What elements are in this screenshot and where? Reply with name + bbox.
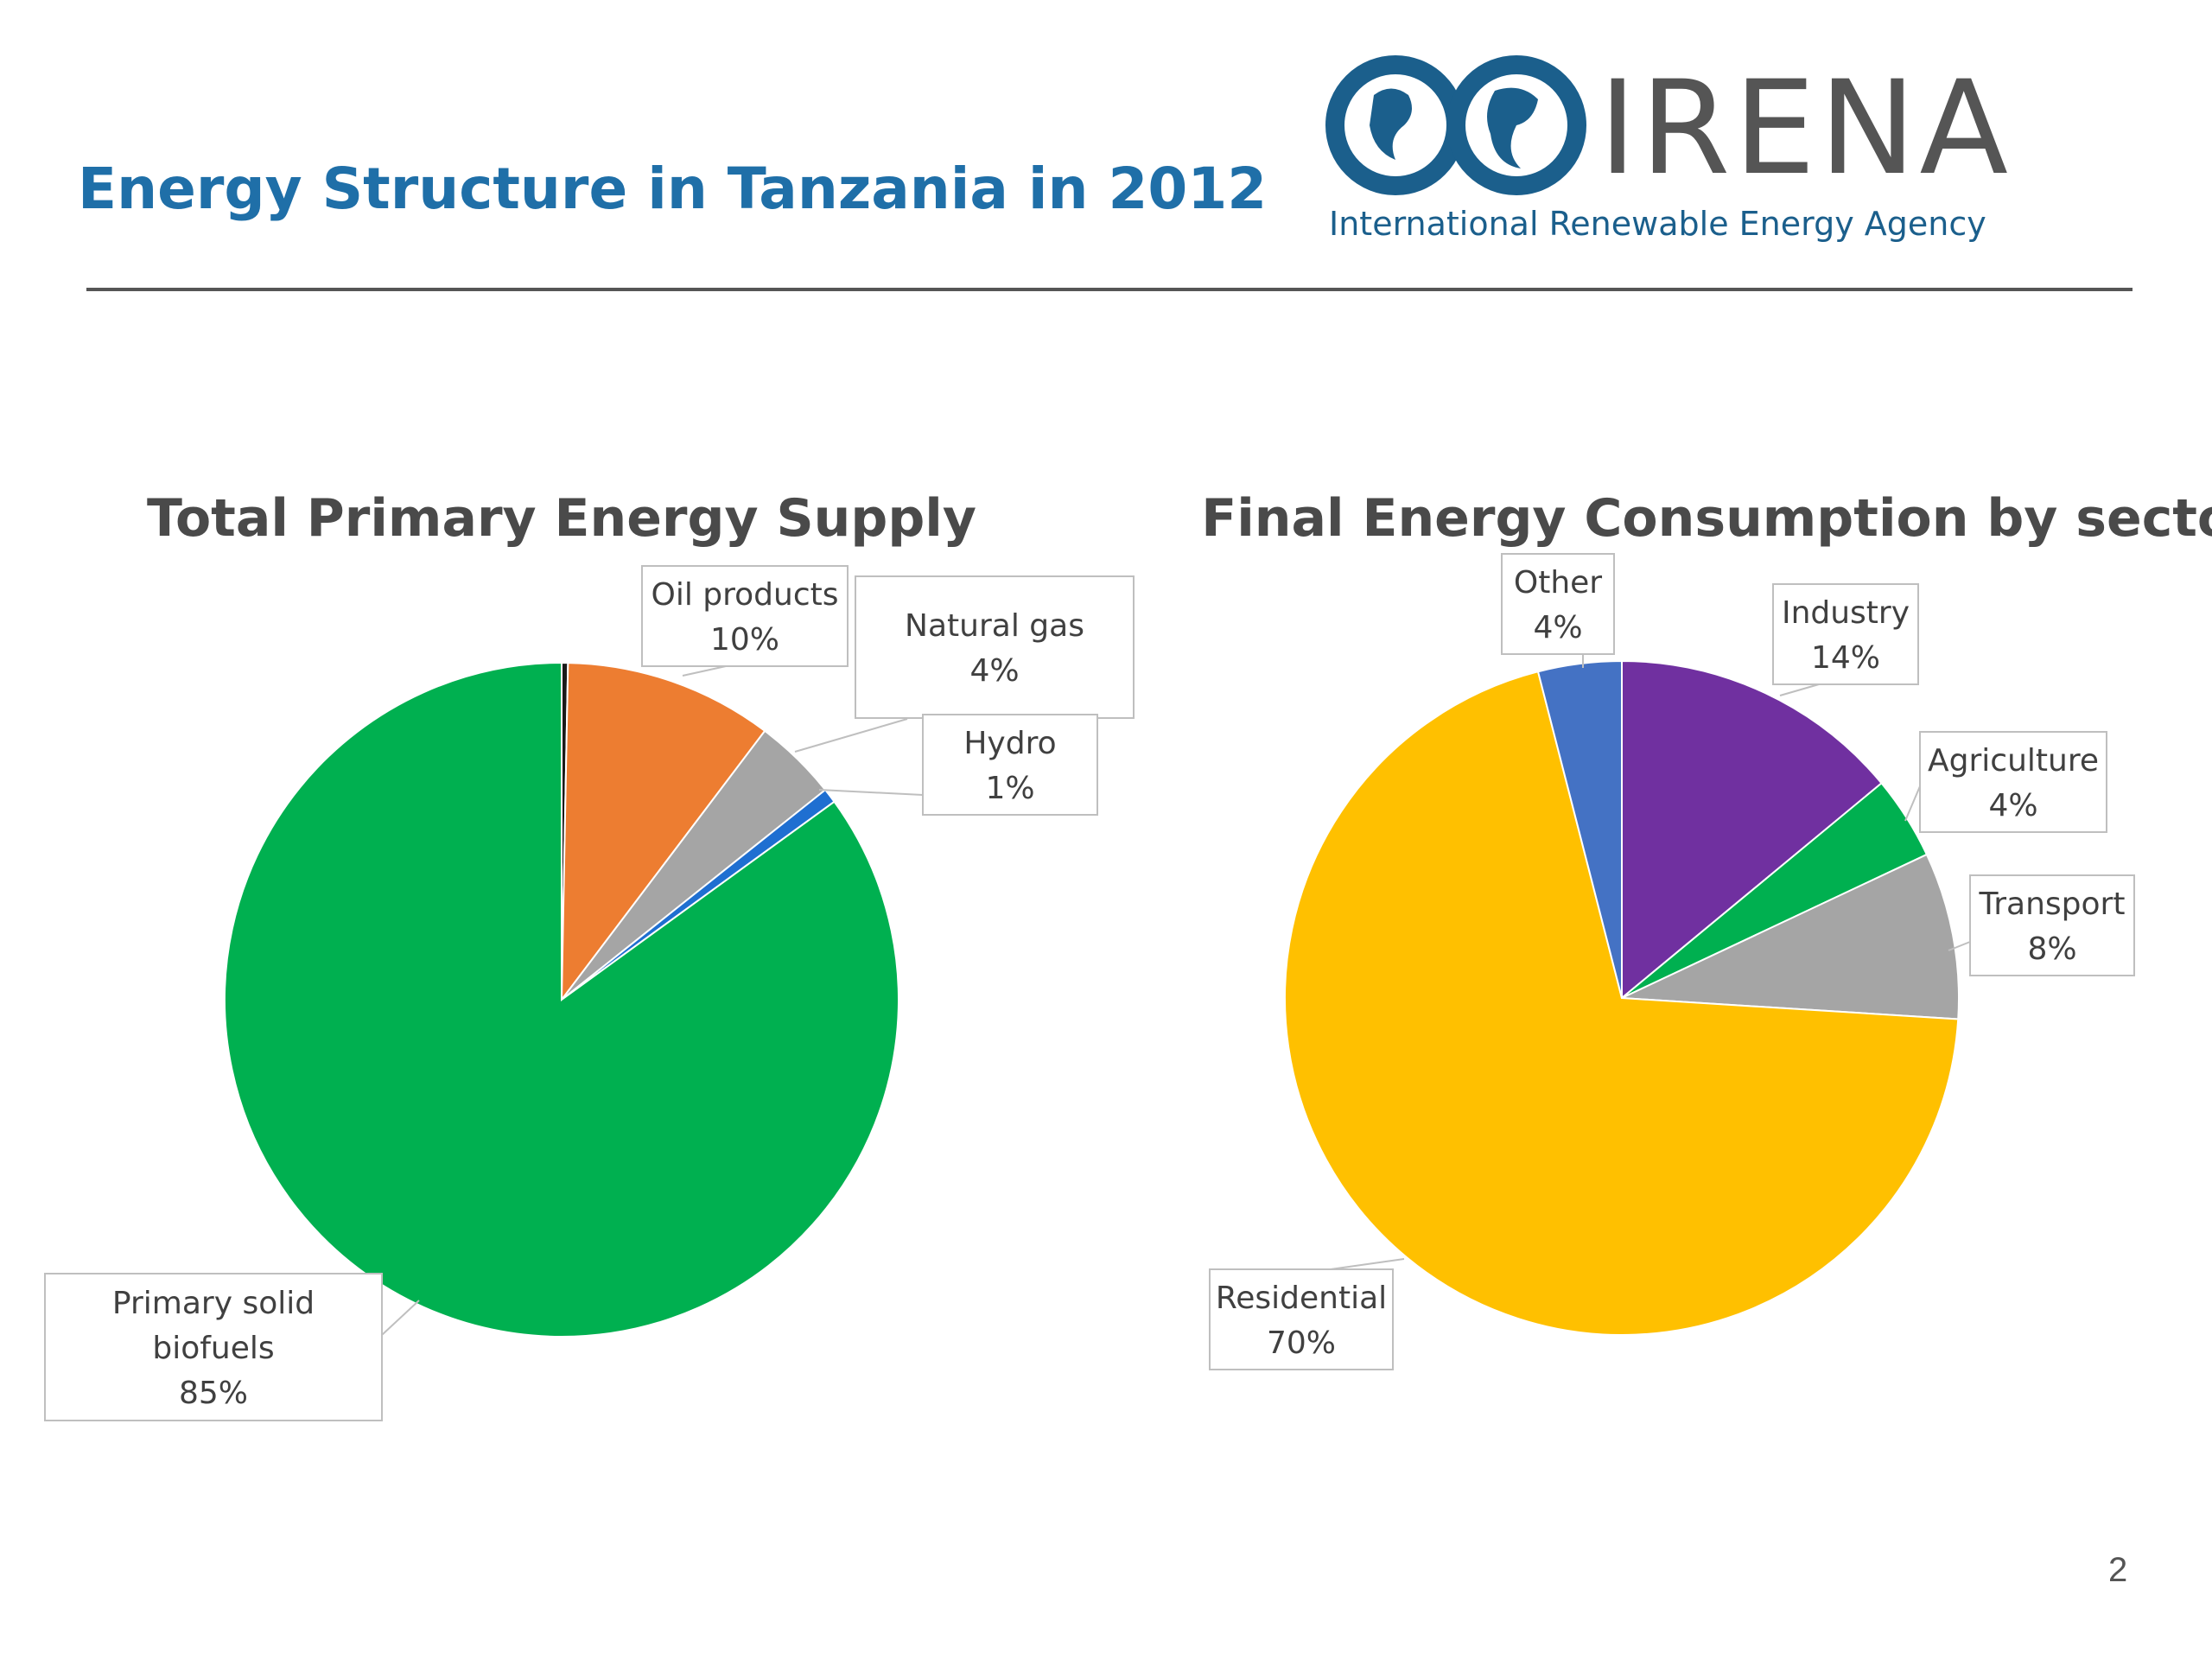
label-text-other: Other bbox=[1514, 565, 1602, 601]
pie-tpes bbox=[224, 661, 899, 1338]
label-text-hydro: 1% bbox=[985, 771, 1034, 806]
label-text-primary-solid-biofuels: 85% bbox=[179, 1376, 248, 1411]
slide-title: Energy Structure in Tanzania in 2012 bbox=[78, 156, 1268, 222]
leader-line-hydro bbox=[818, 789, 924, 796]
labels-tpes: Oil products 10% Natural gas 4% Hydro 1% Prima… bbox=[44, 565, 1135, 1421]
logo-wordmark: IRENA bbox=[1599, 54, 2012, 204]
data-label-hydro: Hydro 1% bbox=[818, 714, 1098, 816]
infinity-globe-icon bbox=[1325, 55, 1586, 195]
chart-title-fec: Final Energy Consumption by sector bbox=[1201, 488, 2212, 549]
label-text-transport: 8% bbox=[2027, 931, 2076, 967]
title-divider bbox=[86, 288, 2133, 291]
label-text-natural-gas: 4% bbox=[969, 653, 1019, 689]
label-text-primary-solid-biofuels: biofuels bbox=[152, 1331, 274, 1366]
leader-line-agriculture bbox=[1904, 785, 1921, 822]
leader-line-natural-gas bbox=[794, 718, 908, 753]
data-label-oil-products: Oil products 10% bbox=[641, 565, 849, 677]
pie-slice-oil-products bbox=[560, 662, 766, 1003]
irena-logo: IRENA International Renewable Energy Age… bbox=[1325, 54, 2012, 243]
pie-slice-primary-solid-biofuels bbox=[224, 661, 899, 1338]
pie-slice-residential bbox=[1284, 671, 1960, 1337]
data-label-industry: Industry 14% bbox=[1772, 583, 1919, 696]
label-text-other: 4% bbox=[1533, 610, 1582, 645]
logo-tagline: International Renewable Energy Agency bbox=[1329, 205, 1986, 243]
pie-slice-industry bbox=[1621, 659, 1883, 1001]
label-text-oil-products: 10% bbox=[710, 622, 779, 658]
label-text-industry: 14% bbox=[1811, 640, 1880, 676]
chart-title-tpes: Total Primary Energy Supply bbox=[147, 488, 976, 549]
pie-fec bbox=[1284, 659, 1960, 1337]
data-label-residential: Residential 70% bbox=[1209, 1258, 1405, 1370]
label-text-agriculture: 4% bbox=[1988, 788, 2037, 823]
labels-fec: Other 4% Industry 14% Agriculture 4% Transport… bbox=[1209, 553, 2135, 1370]
label-box-natural-gas bbox=[855, 575, 1135, 719]
leader-line-industry bbox=[1779, 683, 1820, 696]
label-box-oil-products bbox=[641, 565, 849, 667]
pie-slice-transport bbox=[1621, 853, 1960, 1020]
leader-line-primary-solid-biofuels bbox=[381, 1300, 420, 1336]
label-text-residential: 70% bbox=[1267, 1325, 1336, 1361]
leader-line-transport bbox=[1948, 941, 1971, 951]
label-text-transport: Transport bbox=[1979, 887, 2126, 922]
label-box-agriculture bbox=[1919, 731, 2107, 833]
data-label-other: Other 4% bbox=[1501, 553, 1615, 668]
label-text-primary-solid-biofuels: Primary solid bbox=[112, 1286, 315, 1321]
label-box-primary-solid-biofuels bbox=[44, 1273, 383, 1421]
page-number: 2 bbox=[2108, 1551, 2128, 1589]
label-text-residential: Residential bbox=[1216, 1281, 1387, 1316]
label-box-hydro bbox=[922, 714, 1098, 816]
data-label-transport: Transport 8% bbox=[1948, 874, 2135, 976]
label-text-natural-gas: Natural gas bbox=[905, 608, 1084, 644]
leader-line-residential bbox=[1330, 1258, 1405, 1270]
data-label-primary-solid-biofuels: Primary solid biofuels 85% bbox=[44, 1273, 420, 1421]
label-text-industry: Industry bbox=[1782, 595, 1910, 631]
label-box-transport bbox=[1969, 874, 2135, 976]
data-label-natural-gas: Natural gas 4% bbox=[794, 575, 1135, 753]
label-box-industry bbox=[1772, 583, 1919, 685]
data-label-agriculture: Agriculture 4% bbox=[1904, 731, 2107, 833]
label-text-oil-products: Oil products bbox=[651, 577, 838, 613]
label-box-residential bbox=[1209, 1268, 1394, 1370]
label-text-agriculture: Agriculture bbox=[1928, 743, 2099, 779]
leader-line-oil-products bbox=[682, 665, 727, 677]
label-text-hydro: Hydro bbox=[963, 726, 1056, 761]
pie-slice-other bbox=[1536, 659, 1623, 999]
label-box-other bbox=[1501, 553, 1615, 655]
